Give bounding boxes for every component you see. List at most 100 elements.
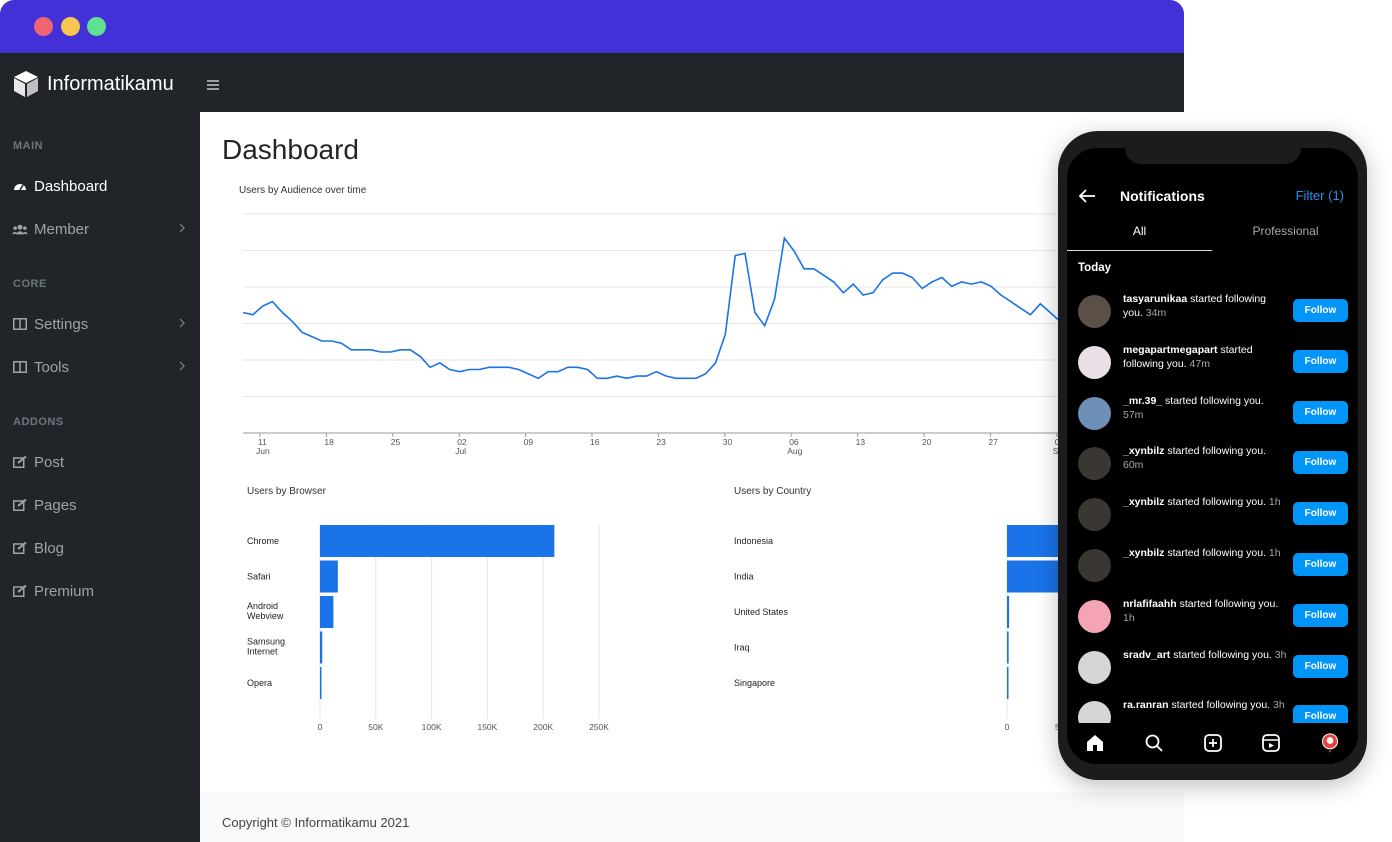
bottom-nav — [1067, 723, 1358, 764]
notification-item[interactable]: _xynbilz started following you. 1h Follow — [1067, 543, 1358, 589]
sidebar-item-member[interactable]: Member — [12, 217, 190, 241]
x-tick-label: 250K — [589, 722, 609, 732]
x-tick-label: 02 — [457, 437, 467, 447]
chevron-right-icon — [179, 318, 186, 328]
category-label: Android — [247, 601, 278, 611]
follow-button[interactable]: Follow — [1293, 349, 1348, 373]
home-icon[interactable] — [1085, 733, 1105, 753]
avatar[interactable] — [1078, 549, 1111, 582]
x-tick-label: 13 — [856, 437, 866, 447]
avatar[interactable] — [1078, 498, 1111, 532]
notification-text: nrlafifaahh started following you. 1h — [1123, 597, 1287, 625]
tab-professional[interactable]: Professional — [1252, 224, 1319, 238]
bar — [320, 525, 555, 557]
sidebar-item-premium[interactable]: Premium — [12, 579, 190, 603]
notification-message: started following you. — [1123, 293, 1267, 319]
notification-item[interactable]: tasyarunikaa started following you. 34m F… — [1067, 289, 1358, 335]
follow-button[interactable]: Follow — [1293, 400, 1348, 424]
follow-button[interactable]: Follow — [1293, 553, 1348, 576]
search-icon[interactable] — [1144, 733, 1164, 753]
top-navbar: Informatikamu — [0, 53, 1184, 112]
follow-button[interactable]: Follow — [1293, 502, 1348, 526]
follow-button[interactable]: Follow — [1293, 299, 1348, 322]
notifications-header: Notifications Filter (1) — [1067, 181, 1358, 211]
sidebar-item-blog[interactable]: Blog — [12, 536, 190, 560]
notification-item[interactable]: nrlafifaahh started following you. 1h Fol… — [1067, 594, 1358, 640]
brand[interactable]: Informatikamu — [12, 69, 174, 99]
x-tick-label: 23 — [656, 437, 666, 447]
category-label: Samsung — [247, 637, 285, 647]
avatar[interactable] — [1078, 650, 1111, 684]
username[interactable]: _xynbilz — [1123, 547, 1165, 559]
notification-item[interactable]: sradv_art started following you. 3h Follo… — [1067, 645, 1358, 691]
bar — [320, 631, 323, 664]
phone-screen: Notifications Filter (1) All Professiona… — [1067, 148, 1358, 764]
username[interactable]: megapartmegapart — [1123, 343, 1218, 356]
username[interactable]: tasyarunikaa — [1123, 293, 1188, 305]
timestamp: 1h — [1268, 547, 1281, 559]
menu-toggle-icon[interactable] — [207, 80, 219, 90]
category-label: India — [734, 572, 754, 582]
notification-message: started following you. — [1170, 648, 1275, 661]
bar — [320, 560, 338, 593]
follow-button[interactable]: Follow — [1293, 451, 1348, 475]
reels-icon[interactable] — [1261, 733, 1281, 753]
notification-text: tasyarunikaa started following you. 34m — [1123, 292, 1287, 320]
x-tick-label: 30 — [723, 437, 733, 447]
x-tick-month: Aug — [787, 446, 802, 456]
username[interactable]: sradv_art — [1123, 648, 1171, 661]
x-tick-label: 20 — [922, 437, 932, 447]
username[interactable]: _xynbilz — [1123, 496, 1165, 509]
follow-button[interactable]: Follow — [1293, 705, 1348, 729]
profile-avatar-icon[interactable] — [1320, 733, 1340, 753]
avatar[interactable] — [1078, 295, 1111, 328]
close-window-dot[interactable] — [34, 17, 53, 36]
back-arrow-icon[interactable] — [1077, 186, 1097, 206]
notification-item[interactable]: _xynbilz started following you. 60m Follo… — [1067, 441, 1358, 487]
avatar[interactable] — [1078, 447, 1111, 481]
columns-icon — [12, 360, 28, 374]
notification-item[interactable]: megapartmegapart started following you. … — [1067, 340, 1358, 386]
username[interactable]: _xynbilz — [1123, 445, 1165, 458]
maximize-window-dot[interactable] — [87, 17, 106, 36]
timestamp: 1h — [1268, 496, 1281, 509]
notification-message: started following you. — [1168, 699, 1274, 712]
notifications-title: Notifications — [1120, 188, 1205, 204]
sidebar-item-tools[interactable]: Tools — [12, 355, 190, 379]
follow-button[interactable]: Follow — [1293, 654, 1348, 678]
minimize-window-dot[interactable] — [61, 17, 80, 36]
sidebar-item-pages[interactable]: Pages — [12, 493, 190, 517]
notification-message: started following you. — [1164, 547, 1269, 559]
sidebar-item-label: Pages — [34, 496, 77, 514]
notification-text: _xynbilz started following you. 60m — [1123, 444, 1287, 472]
tab-all[interactable]: All — [1067, 217, 1212, 251]
category-label: Indonesia — [734, 536, 773, 546]
follow-button[interactable]: Follow — [1293, 603, 1348, 627]
columns-icon — [12, 317, 28, 331]
avatar[interactable] — [1078, 396, 1111, 430]
avatar[interactable] — [1078, 599, 1111, 633]
notification-item[interactable]: _mr.39_ started following you. 57m Follow — [1067, 391, 1358, 437]
notification-item[interactable]: _xynbilz started following you. 1h Follow — [1067, 492, 1358, 538]
username[interactable]: ra.ranran — [1123, 699, 1169, 712]
sidebar-item-label: Blog — [34, 539, 65, 557]
edit-icon — [12, 455, 28, 469]
username[interactable]: nrlafifaahh — [1123, 597, 1177, 610]
avatar[interactable] — [1078, 345, 1111, 379]
notification-text: _xynbilz started following you. 1h — [1123, 546, 1287, 560]
x-tick-label: 25 — [391, 437, 401, 447]
username[interactable]: _mr.39_ — [1123, 394, 1163, 407]
x-tick-label: 100K — [422, 722, 442, 732]
sidebar-item-settings[interactable]: Settings — [12, 312, 190, 336]
sidebar-item-dashboard[interactable]: Dashboard — [12, 174, 190, 198]
category-label: Singapore — [734, 678, 775, 688]
new-post-icon[interactable] — [1203, 733, 1223, 753]
x-tick-label: 06 — [789, 437, 799, 447]
sidebar-item-label: Tools — [34, 358, 70, 376]
brand-name: Informatikamu — [47, 72, 174, 95]
category-label: United States — [734, 607, 789, 617]
sidebar-item-post[interactable]: Post — [12, 450, 190, 474]
x-tick-label: 200K — [533, 722, 553, 732]
notification-tabs: All Professional — [1067, 217, 1358, 251]
filter-link[interactable]: Filter (1) — [1295, 188, 1344, 203]
